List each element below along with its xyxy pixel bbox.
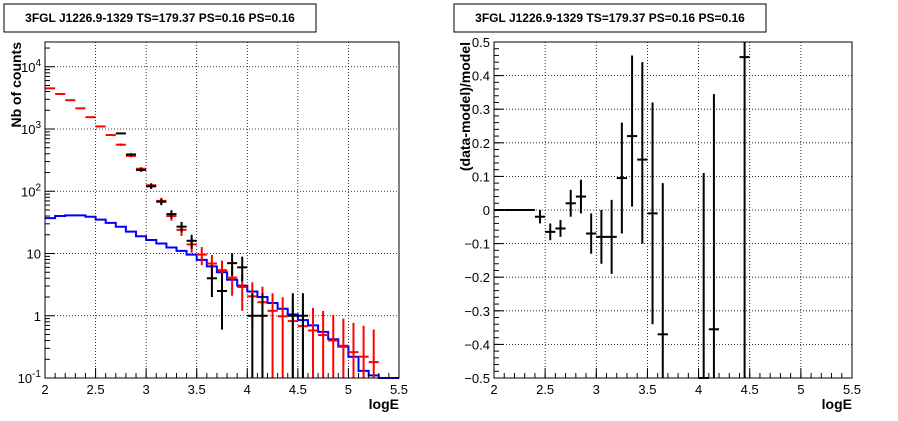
counts-title: 3FGL J1226.9-1329 TS=179.37 PS=0.16 PS=0… <box>25 11 295 25</box>
x-tick-label: 4.5 <box>741 382 759 397</box>
data-point <box>287 293 298 378</box>
x-tick-label: 2 <box>41 382 48 397</box>
residual-point <box>647 102 658 325</box>
data-point <box>237 256 248 282</box>
residual-point <box>616 122 627 234</box>
counts-title-box <box>3 3 317 33</box>
residuals-title-box <box>453 3 767 33</box>
residual-point <box>637 62 648 244</box>
model-point <box>277 297 288 378</box>
counts-xlabel: logE <box>369 396 399 412</box>
model-point <box>348 322 359 378</box>
model-point <box>307 307 319 378</box>
residuals-xlabel: logE <box>822 396 852 412</box>
model-point <box>328 314 339 378</box>
counts-series <box>45 87 399 379</box>
data-point <box>186 234 197 249</box>
residual-point <box>596 210 607 264</box>
data-point <box>156 198 167 206</box>
residual-point <box>565 189 576 217</box>
data-point <box>166 210 177 219</box>
x-tick-label: 2.5 <box>536 382 554 397</box>
x-tick-label: 4 <box>695 382 702 397</box>
x-tick-label: 3.5 <box>188 382 206 397</box>
y-tick-label: 0.2 <box>472 136 490 151</box>
y-tick-label: −0.2 <box>464 270 490 285</box>
y-tick-label: −0.4 <box>464 337 490 352</box>
data-point <box>216 273 228 330</box>
y-tick-label: 0.5 <box>472 35 490 50</box>
model-point <box>368 329 379 378</box>
model-point <box>105 134 116 137</box>
data-point <box>297 293 308 378</box>
model-point <box>95 125 106 128</box>
residuals-ticks <box>493 41 853 379</box>
residual-point <box>545 223 556 241</box>
y-tick-label: 0.4 <box>472 69 490 84</box>
x-tick-label: 3 <box>593 382 600 397</box>
data-point <box>136 168 147 172</box>
residuals-title: 3FGL J1226.9-1329 TS=179.37 PS=0.16 PS=0… <box>475 11 745 25</box>
y-tick-label: −0.1 <box>464 237 490 252</box>
residuals-tick-labels: 2 2.5 3 3.5 4 4.5 5 5.5 −0.5 −0.4 −0.3 −0.2 −0.1 0 0.1… <box>464 35 861 397</box>
data-point <box>176 221 187 233</box>
y-tick-label: −0.5 <box>464 371 490 386</box>
residual-point <box>708 94 720 378</box>
residual-point <box>657 183 668 378</box>
x-tick-label: 4 <box>244 382 251 397</box>
residuals-plot-frame <box>493 41 853 379</box>
model-point <box>318 311 329 378</box>
y-tick-label: 103 <box>21 120 41 137</box>
x-tick-label: 5.5 <box>843 382 861 397</box>
x-tick-label: 2.5 <box>87 382 105 397</box>
residual-point <box>626 55 638 207</box>
y-tick-label: 104 <box>21 58 41 75</box>
x-tick-label: 3 <box>143 382 150 397</box>
residual-point <box>555 220 566 237</box>
residuals-ylabel: (data-model)/model <box>457 42 473 171</box>
x-tick-label: 5 <box>345 382 352 397</box>
residual-point <box>739 42 750 378</box>
residual-point <box>575 179 587 214</box>
counts-ticks <box>44 47 400 379</box>
y-tick-label: 0.1 <box>472 169 490 184</box>
y-tick-label: 0 <box>483 203 490 218</box>
data-point <box>247 293 258 378</box>
residuals-grid <box>494 42 852 378</box>
x-tick-label: 3.5 <box>638 382 656 397</box>
residual-point <box>586 213 597 254</box>
x-tick-label: 5 <box>797 382 804 397</box>
data-point <box>115 132 126 135</box>
x-tick-label: 2 <box>490 382 497 397</box>
residual-point <box>534 210 546 224</box>
counts-panel: 2 2.5 3 3.5 4 4.5 5 5.5 10-1 1 10 102 103 104 3FGL J1… <box>3 3 408 412</box>
y-tick-label: 10 <box>27 247 41 262</box>
data-point <box>146 183 157 189</box>
counts-ylabel: Nb of counts <box>8 42 24 128</box>
residual-point <box>698 173 709 379</box>
y-tick-label: 102 <box>21 182 41 199</box>
residuals-panel: 2 2.5 3 3.5 4 4.5 5 5.5 −0.5 −0.4 −0.3 −0.2 −0.1 0 0.1… <box>453 3 861 412</box>
model-point <box>115 143 126 146</box>
data-point <box>125 153 137 156</box>
model-point <box>267 293 278 378</box>
model-point <box>338 318 349 378</box>
model-point <box>358 325 369 378</box>
y-tick-label: −0.3 <box>464 304 490 319</box>
y-tick-label: 0.3 <box>472 102 490 117</box>
y-tick-label: 1 <box>34 309 41 324</box>
data-point <box>257 293 268 378</box>
model-point <box>196 247 207 266</box>
residuals-series <box>494 42 750 379</box>
x-tick-label: 5.5 <box>390 382 408 397</box>
y-tick-label: 10-1 <box>18 369 42 386</box>
x-tick-label: 4.5 <box>289 382 307 397</box>
counts-tick-labels: 2 2.5 3 3.5 4 4.5 5 5.5 10-1 1 10 102 103 104 <box>18 58 408 397</box>
data-point <box>227 253 238 276</box>
residual-point <box>606 199 617 274</box>
data-point <box>206 265 217 298</box>
